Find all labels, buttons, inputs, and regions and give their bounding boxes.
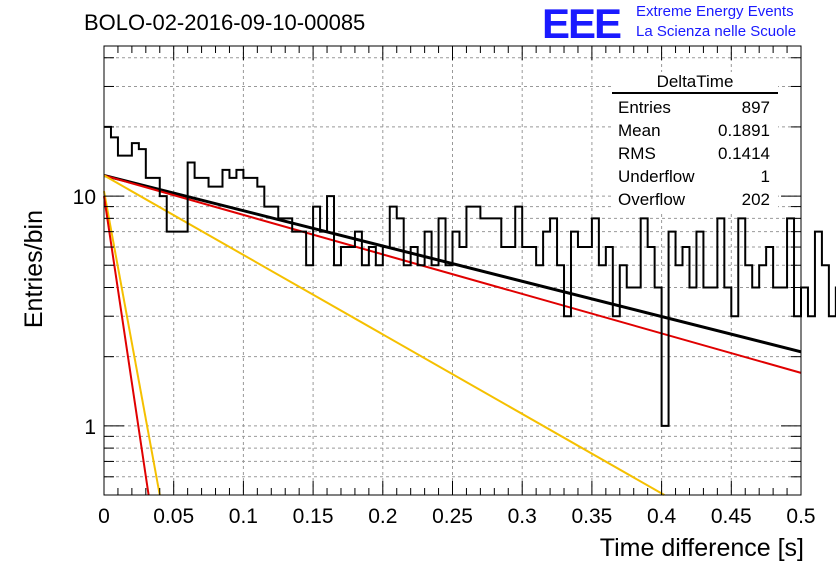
stats-row-mean: Mean 0.1891 — [612, 119, 778, 142]
stats-row-overflow: Overflow 202 — [612, 188, 778, 211]
stats-label: RMS — [618, 144, 656, 163]
eee-logo: EEE — [542, 0, 622, 47]
stats-row-underflow: Underflow 1 — [612, 165, 778, 188]
fit-curve — [103, 174, 665, 496]
stats-value: 0.1414 — [718, 144, 770, 163]
x-tick-label: 0.4 — [647, 505, 677, 528]
fit-layer — [103, 173, 802, 496]
fit-curve — [103, 174, 802, 374]
x-tick-label: 0.1 — [229, 505, 258, 528]
stats-label: Entries — [618, 98, 671, 117]
x-tick-label: 0.05 — [153, 505, 194, 528]
x-axis-label: Time difference [s] — [599, 534, 804, 562]
x-tick-label: 0.3 — [508, 505, 537, 528]
stats-box: DeltaTime Entries 897 Mean 0.1891 RMS 0.141… — [612, 72, 778, 211]
fit-curve — [103, 191, 161, 496]
y-axis-label: Entries/bin — [20, 210, 48, 329]
fit-curve — [103, 195, 150, 496]
x-tick-label: 0.35 — [571, 505, 612, 528]
logo-line-2: La Scienza nelle Scuole — [636, 23, 797, 40]
stats-label: Underflow — [618, 167, 695, 186]
stats-value: 202 — [741, 190, 770, 209]
x-tick-label: 0.25 — [432, 505, 473, 528]
stats-row-entries: Entries 897 — [612, 96, 778, 119]
x-tick-label: 0.5 — [786, 505, 815, 528]
axis-layer: 0 0.05 0.1 0.15 0.2 0.25 0.3 0.35 0.4 0.45 0.5 1 10 — [73, 45, 816, 528]
y-tick-label: 10 — [73, 186, 96, 209]
x-tick-label: 0.15 — [293, 505, 334, 528]
stats-value: 0.1891 — [718, 121, 770, 140]
logo-line-1: Extreme Energy Events — [636, 3, 794, 20]
stats-row-rms: RMS 0.1414 — [612, 142, 778, 165]
stats-value: 897 — [741, 98, 770, 117]
stats-label: Overflow — [618, 190, 686, 209]
stats-label: Mean — [618, 121, 661, 140]
chart-title: BOLO-02-2016-09-10-00085 — [84, 10, 366, 35]
x-tick-label: 0.45 — [711, 505, 752, 528]
histogram-bars — [104, 125, 836, 427]
stats-name: DeltaTime — [612, 72, 778, 94]
x-tick-label: 0.2 — [368, 505, 397, 528]
y-tick-label: 1 — [84, 416, 96, 439]
stats-value: 1 — [760, 167, 770, 186]
grid-layer — [104, 46, 801, 495]
histogram-layer — [104, 125, 836, 427]
x-tick-label: 0 — [98, 505, 110, 528]
